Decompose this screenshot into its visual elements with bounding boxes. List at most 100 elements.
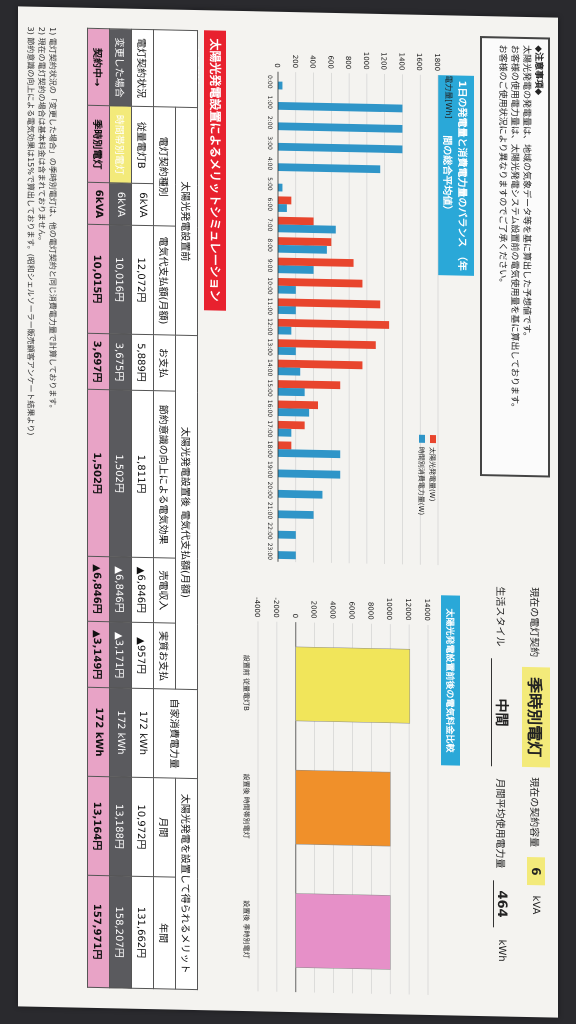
x-tick-label: 5:00 xyxy=(266,177,273,191)
sim-header-yearly: 年間 xyxy=(153,876,176,990)
lifestyle-label: 生活スタイル xyxy=(494,586,505,647)
x-tick-label: 1:00 xyxy=(266,95,273,109)
y-tick-label: 1800 xyxy=(433,53,441,71)
capacity-label: 現在の契約容量 xyxy=(528,777,540,848)
y-tick-label: 1400 xyxy=(397,52,405,70)
bar xyxy=(295,646,411,724)
row-kva: 6kVA xyxy=(109,183,132,226)
legend-swatch xyxy=(419,434,425,443)
bar xyxy=(278,318,390,329)
bar xyxy=(278,216,314,226)
x-tick-label: 11:00 xyxy=(266,298,273,316)
bar xyxy=(278,420,305,430)
table-row: 電灯契約状況 従量電灯B 6kVA 12,072円 5,889円 1,811円 … xyxy=(131,29,154,989)
bar xyxy=(278,449,341,459)
row-improve: 1,502円 xyxy=(109,390,132,558)
sim-header-before: 太陽光発電設置前 xyxy=(175,107,198,336)
notes-box: ◆注意事項◆ 太陽光発電の発電量は、地域の気象データ等を基に算出した予想値です。… xyxy=(480,36,550,478)
y-tick-label: 200 xyxy=(291,55,299,69)
x-tick-label: 18:00 xyxy=(266,441,273,459)
x-tick-label: 設置後 季時別電灯 xyxy=(242,900,251,958)
x-tick-label: 20:00 xyxy=(266,481,273,499)
row-monthly: 13,188円 xyxy=(109,776,132,877)
cost-chart-svg: -4000 -2000 0 2000 4000 6000 8000 10000 12000 140… xyxy=(242,597,431,995)
bar xyxy=(278,387,305,397)
bar xyxy=(278,298,381,309)
bar xyxy=(277,551,296,560)
row-kva: 6kVA xyxy=(131,183,154,227)
y-tick-label: 600 xyxy=(326,55,334,69)
row-type: 時間帯別電灯 xyxy=(109,105,132,184)
x-tick-label: 12:00 xyxy=(266,318,273,336)
y-tick-label: 1600 xyxy=(415,53,423,71)
bar xyxy=(278,408,310,417)
sim-header-col1 xyxy=(153,29,198,108)
bar xyxy=(277,428,292,437)
notes-heading: ◆注意事項◆ xyxy=(533,45,543,96)
x-tick-label: 6:00 xyxy=(266,198,273,212)
row-monthly: 10,972円 xyxy=(131,776,154,877)
bar xyxy=(295,893,391,970)
sim-header-merit: 太陽光発電を設置して得られるメリット xyxy=(175,777,198,990)
row-before: 10,015円 xyxy=(87,224,110,334)
x-tick-label: 15:00 xyxy=(266,379,273,397)
row-before: 10,016円 xyxy=(109,225,132,334)
row-label: 変更した場合 xyxy=(109,28,132,107)
row-improve: 1,811円 xyxy=(131,390,154,558)
bar xyxy=(277,326,292,335)
bar xyxy=(277,441,292,450)
y-tick-label: 1000 xyxy=(362,52,370,70)
row-self: 172 kWh xyxy=(131,688,154,778)
y-tick-label: 0 xyxy=(291,614,299,619)
legend-swatch xyxy=(430,434,436,444)
bar xyxy=(278,400,318,410)
bar xyxy=(278,339,376,350)
capacity-unit: kVA xyxy=(530,895,542,915)
footnote: 2) 現在の電灯契約の場合は基本料金は含まれておりません。 xyxy=(37,26,46,245)
x-tick-label: 16:00 xyxy=(266,400,273,418)
usage-chart-svg: 0 200 400 600 800 1000 1200 1400 1600 1800電力量[Wh]… xyxy=(266,52,454,566)
bar xyxy=(277,204,287,213)
row-net: ▲3,149円 xyxy=(87,621,110,688)
row-sales: ▲6,846円 xyxy=(131,557,154,623)
bar xyxy=(277,237,332,247)
bar xyxy=(277,196,292,205)
bar xyxy=(278,163,381,174)
y-tick-label: 2000 xyxy=(310,601,318,619)
y-axis-label: 電力量[Wh] xyxy=(444,75,454,118)
bar xyxy=(278,257,354,267)
row-sales: ▲6,846円 xyxy=(87,556,110,622)
usage-chart: 0 200 400 600 800 1000 1200 1400 1600 1800 電力量[Wh]… xyxy=(248,31,468,576)
row-yearly: 157,971円 xyxy=(87,875,110,988)
y-tick-label: 400 xyxy=(309,55,317,69)
legend-entry: 太陽光発電量(W) xyxy=(428,447,437,502)
cost-chart: -4000 -2000 0 2000 4000 6000 8000 10000 12000 140… xyxy=(228,581,458,1006)
y-tick-label: -2000 xyxy=(272,597,280,618)
row-type: 従量電灯B xyxy=(131,106,154,185)
y-tick-label: 8000 xyxy=(366,602,374,620)
sim-header-after: 太陽光発電設置後 電気代支払額(月額) xyxy=(175,334,198,690)
row-pay: 3,675円 xyxy=(109,333,132,391)
current-contract-value: 季時別電灯 xyxy=(522,666,550,768)
lifestyle-value: 中間 xyxy=(491,658,512,767)
bar xyxy=(278,469,341,479)
row-kva: 6kVA xyxy=(87,182,110,226)
x-tick-label: 13:00 xyxy=(266,339,273,357)
row-yearly: 131,662円 xyxy=(131,876,154,989)
y-tick-label: 6000 xyxy=(347,601,355,619)
bar xyxy=(277,183,283,192)
row-monthly: 13,164円 xyxy=(87,775,110,877)
table-row: 変更した場合 時間帯別電灯 6kVA 10,016円 3,675円 1,502円… xyxy=(109,28,132,989)
x-tick-label: 2:00 xyxy=(266,116,273,130)
paper-sheet: ◆注意事項◆ 太陽光発電の発電量は、地域の気象データ等を基に算出した予想値です。… xyxy=(18,6,558,1018)
x-tick-label: 23:00 xyxy=(266,543,273,561)
bar xyxy=(277,81,283,90)
row-label: 契約中→ xyxy=(87,28,110,106)
notes-line: 太陽光発電の発電量は、地域の気象データ等を基に算出した予想値です。 xyxy=(521,44,531,342)
bar xyxy=(278,265,314,274)
x-tick-label: 8:00 xyxy=(266,238,273,252)
row-sales: ▲6,846円 xyxy=(109,556,132,623)
bar xyxy=(278,367,301,376)
x-tick-label: 19:00 xyxy=(266,461,273,479)
footnote: 1) 電灯契約状況の「変更した場合」の季時別電灯は、他の電灯契約と同じ消費電力量… xyxy=(48,26,57,413)
